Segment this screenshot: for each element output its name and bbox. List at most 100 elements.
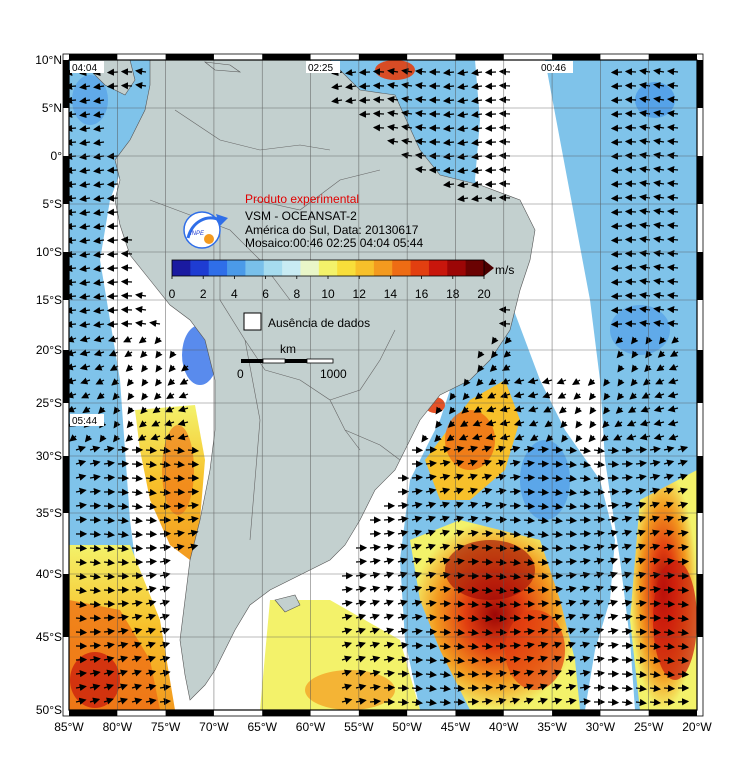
wind-arrow: [79, 293, 91, 301]
colorbar-segment: [355, 260, 375, 276]
wind-arrow: [69, 363, 77, 371]
wind-arrow: [486, 405, 497, 413]
wind-arrow: [439, 642, 452, 650]
wind-arrow: [159, 557, 171, 565]
wind-arrow: [523, 572, 536, 580]
wind-arrow: [117, 558, 130, 566]
wind-arrow: [471, 138, 483, 147]
wind-arrow: [663, 515, 675, 523]
wind-arrow: [607, 613, 619, 621]
wind-arrow: [145, 669, 157, 677]
wind-arrow: [588, 434, 597, 443]
wind-arrow: [509, 558, 522, 567]
wind-arrow: [658, 336, 667, 345]
wind-arrow: [677, 600, 690, 608]
wind-arrow: [411, 613, 423, 621]
wind-arrow: [79, 209, 91, 217]
wind-arrow: [624, 124, 637, 132]
frame-bar: [697, 252, 703, 300]
wind-arrow: [369, 641, 381, 649]
wind-arrow: [541, 377, 553, 385]
wind-arrow: [667, 419, 679, 427]
wind-arrow: [579, 655, 591, 663]
colorbar-arrow: [484, 260, 494, 276]
wind-arrow: [500, 391, 511, 399]
wind-arrow: [93, 306, 105, 315]
wind-arrow: [168, 364, 177, 373]
latitude-label: 25°S: [36, 396, 62, 410]
wind-arrow: [93, 278, 105, 287]
wind-arrow: [656, 364, 665, 372]
wind-arrow: [589, 420, 597, 429]
frame-bar: [63, 574, 69, 637]
wind-arrow: [137, 434, 147, 441]
wind-arrow: [106, 82, 119, 90]
wind-arrow: [164, 405, 175, 413]
wind-arrow: [495, 586, 507, 595]
wind-arrow: [607, 641, 619, 650]
wind-arrow: [498, 320, 511, 328]
wind-arrow: [131, 530, 144, 538]
wind-arrow: [523, 474, 536, 482]
wind-arrow: [425, 585, 437, 593]
wind-arrow: [639, 221, 651, 230]
wind-arrow: [498, 124, 511, 132]
frame-bar: [697, 60, 703, 108]
wind-arrow: [93, 292, 105, 301]
wind-arrow: [159, 585, 171, 593]
wind-arrow: [471, 124, 483, 133]
wind-arrow: [495, 558, 508, 566]
wind-arrow: [89, 655, 101, 664]
wind-arrow: [471, 180, 483, 189]
wind-arrow: [106, 278, 119, 286]
wind-arrow: [498, 138, 511, 146]
wind-arrow: [635, 515, 647, 523]
wind-arrow: [457, 125, 469, 133]
wind-arrow: [523, 558, 536, 567]
wind-arrow: [145, 571, 157, 580]
wind-arrow: [89, 544, 102, 552]
wind-arrow: [593, 516, 606, 524]
wind-arrow: [565, 655, 577, 663]
wind-arrow: [653, 193, 665, 201]
wind-arrow: [579, 543, 592, 552]
wind-arrow: [369, 683, 381, 691]
colorbar-tick-label: 12: [353, 287, 367, 301]
wind-arrow: [615, 336, 624, 344]
wind-arrow: [439, 698, 452, 706]
wind-arrow: [145, 516, 158, 524]
colorbar-segment: [465, 260, 485, 276]
wind-arrow: [117, 669, 128, 677]
wind-arrow: [499, 419, 511, 427]
wind-arrow: [653, 123, 665, 131]
wind-arrow: [69, 222, 77, 230]
wind-arrow: [513, 419, 525, 427]
wind-arrow: [173, 516, 186, 524]
wind-arrow: [439, 473, 451, 481]
wind-arrow: [607, 656, 620, 664]
frame-bar: [63, 252, 69, 300]
wind-arrow: [481, 600, 494, 609]
wind-arrow: [621, 501, 633, 509]
wind-arrow: [513, 405, 525, 413]
wind-arrow: [551, 613, 563, 621]
longitude-label: 35°W: [537, 720, 567, 734]
wind-arrow: [442, 68, 455, 76]
wind-arrow: [69, 138, 77, 146]
frame-bar: [358, 54, 408, 60]
wind-arrow: [79, 251, 91, 259]
wind-arrow: [106, 222, 119, 230]
wind-arrow: [649, 473, 661, 481]
wind-arrow: [617, 378, 625, 387]
wind-arrow: [677, 487, 689, 495]
wind-arrow: [498, 166, 511, 174]
wind-arrow: [439, 487, 451, 495]
wind-arrow: [527, 377, 539, 385]
wind-arrow: [514, 433, 525, 441]
latitude-label: 0°: [51, 149, 63, 163]
wind-arrow: [653, 419, 665, 427]
wind-arrow: [442, 110, 455, 118]
wind-arrow: [467, 558, 480, 566]
latitude-label: 35°S: [36, 506, 62, 520]
wind-arrow: [471, 166, 483, 175]
